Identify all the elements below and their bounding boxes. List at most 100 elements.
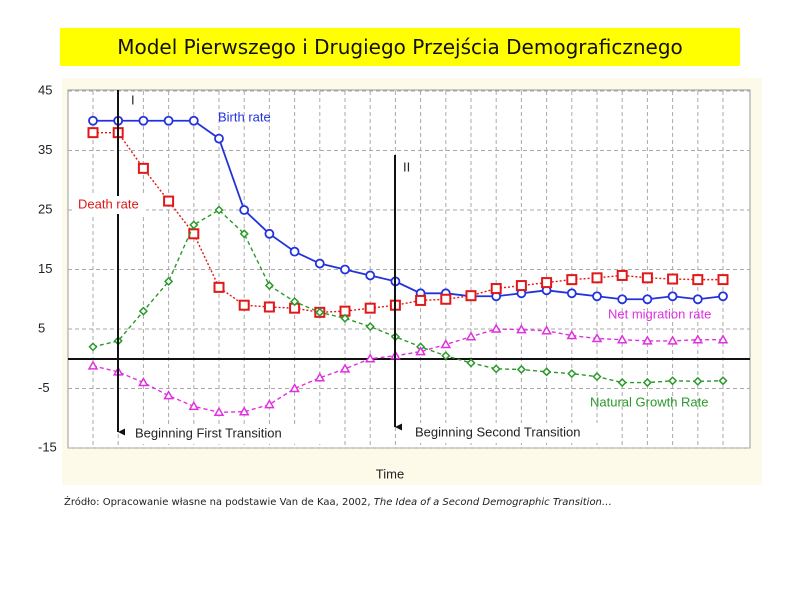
data-point [415,294,427,306]
y-tick-label: 25 [38,201,52,216]
data-point [692,294,703,305]
y-tick-label: 45 [38,82,52,97]
data-point [340,313,350,323]
title-box: Model Pierwszego i Drugiego Przejścia De… [60,28,740,66]
data-point [188,115,199,126]
data-point [440,338,452,349]
data-point [466,358,476,368]
data-point [717,274,729,286]
data-point [314,372,326,382]
data-point [541,277,553,289]
data-point [440,293,452,305]
data-point [642,294,653,305]
data-point [365,270,376,281]
label-bg [74,196,146,214]
data-point [138,377,149,387]
data-point [314,258,325,269]
data-point [617,377,627,388]
y-tick-label: 35 [38,142,52,157]
series-label: Net migration rate [608,306,711,321]
data-point [490,323,502,333]
y-tick-label: -5 [38,380,50,395]
data-point [617,294,628,305]
data-point [188,228,200,240]
data-point [566,288,577,299]
data-point [693,376,703,386]
data-point [591,272,603,284]
data-point [315,307,325,317]
data-point [339,363,351,373]
data-point [465,290,477,302]
data-point [214,205,224,215]
source-note: Źródło: Opracowanie własne na podstawie … [64,497,612,508]
data-point [642,377,652,388]
data-point [566,274,578,286]
series-label: Natural Growth Rate [590,394,709,409]
data-point [137,162,149,174]
data-point [667,335,678,345]
data-point [490,283,502,295]
data-point [465,331,477,341]
data-point [87,360,99,370]
data-point [213,406,225,417]
data-point [264,399,275,409]
data-point [214,133,224,144]
data-point [515,280,527,292]
data-point [88,342,98,352]
data-point [692,334,704,344]
data-point [668,376,678,386]
data-point [591,333,603,343]
data-point [364,302,376,314]
data-point [541,325,552,335]
y-tick-label: 5 [38,320,45,335]
data-point [188,400,200,411]
data-point [163,115,174,126]
data-point [239,205,250,215]
data-point [238,299,250,311]
data-point [138,115,149,126]
annotation: I [131,92,135,107]
data-point [491,364,501,374]
annotation: Beginning First Transition [135,425,282,440]
data-point [340,264,350,275]
data-point [717,334,729,344]
label-bg [410,423,620,443]
data-point [164,276,174,286]
data-point [718,291,728,302]
series-line [92,328,723,414]
data-point [239,229,249,239]
data-point [289,382,300,393]
data-point [238,406,250,416]
data-point [415,346,426,356]
data-point [692,274,704,286]
data-point [516,364,526,375]
data-point [138,306,148,316]
data-point [516,324,527,334]
data-point [616,269,628,281]
data-point [567,369,577,379]
data-point [642,335,653,345]
data-point [364,353,376,363]
series-line [92,209,724,384]
data-point [163,195,175,207]
label-bg [130,424,330,444]
data-point [290,297,300,307]
data-point [264,281,274,291]
data-point [616,334,628,344]
data-point [592,291,602,302]
data-point [542,367,552,377]
series-label: Death rate [78,196,139,211]
data-point [163,390,174,400]
data-point [667,291,678,302]
source: Źródło: Opracowanie własne na podstawie … [64,497,374,508]
chart-title: Model Pierwszego i Drugiego Przejścia De… [117,35,683,59]
source-title: The Idea of a Second Demographic Transit… [373,497,612,508]
data-point [289,246,300,257]
data-point [213,281,225,293]
data-point [667,273,679,285]
y-tick-label: -15 [38,439,57,454]
data-point [441,351,451,361]
series-label: Birth rate [218,109,271,124]
